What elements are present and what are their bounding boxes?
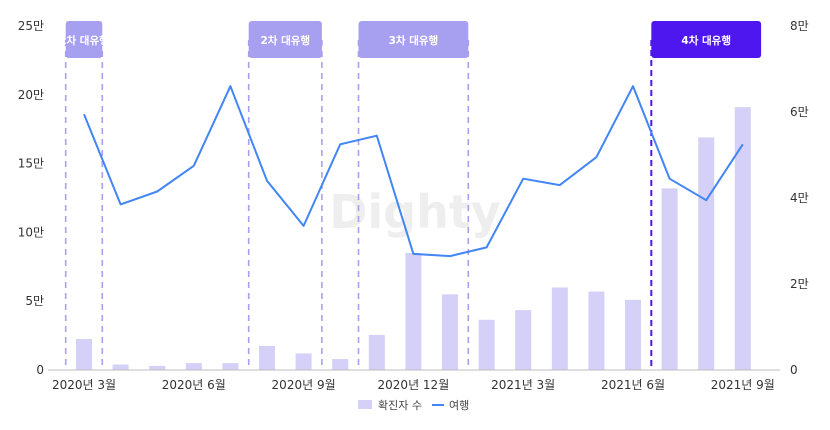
- bar-2020-11: [368, 334, 385, 370]
- y-right-tick-label: 6만: [790, 105, 809, 119]
- wave-label-box: [358, 21, 469, 58]
- bar-2020-04: [112, 364, 129, 370]
- y-right-tick-label: 2만: [790, 277, 809, 291]
- x-tick-label: 2020년 3월: [52, 378, 116, 392]
- bar-2021-04: [551, 287, 568, 370]
- wave-label-box: [65, 21, 103, 58]
- bar-2020-09: [295, 353, 312, 370]
- bar-2021-09: [734, 107, 751, 371]
- y-right-tick-label: 4만: [790, 191, 809, 205]
- bar-2021-03: [515, 310, 532, 370]
- y-left-tick-label: 15만: [18, 157, 44, 171]
- legend-label-bar: 확진자 수: [378, 399, 422, 412]
- y-right-tick-label: 0: [790, 363, 798, 377]
- y-left-tick-label: 25만: [18, 19, 44, 33]
- bar-2021-02: [478, 319, 495, 370]
- bar-2020-10: [332, 358, 349, 370]
- bar-2021-08: [698, 137, 715, 370]
- legend-swatch-bar: [358, 400, 372, 409]
- x-tick-label: 2021년 6월: [601, 378, 665, 392]
- wave-label-box: [248, 21, 322, 58]
- legend-label-line: 여행: [449, 399, 469, 412]
- y-left-tick-label: 20만: [18, 88, 44, 102]
- x-tick-label: 2021년 9월: [711, 378, 775, 392]
- wave-label: 1차 대유행: [59, 34, 109, 47]
- y-left-tick-label: 5만: [25, 294, 44, 308]
- x-tick-label: 2020년 12월: [378, 378, 450, 392]
- watermark-text: Dighty: [329, 185, 501, 239]
- bar-2020-03: [76, 339, 92, 370]
- x-tick-label: 2021년 3월: [491, 378, 555, 392]
- bar-2020-07: [222, 363, 239, 370]
- wave-label: 4차 대유행: [681, 34, 731, 47]
- wave-label: 3차 대유행: [389, 34, 439, 47]
- y-left-tick-label: 10만: [18, 225, 44, 239]
- wave-label: 2차 대유행: [260, 34, 310, 47]
- bar-2021-05: [588, 291, 605, 370]
- bar-2021-01: [442, 294, 458, 370]
- x-tick-label: 2020년 6월: [162, 378, 226, 392]
- bar-2020-05: [149, 365, 166, 370]
- bar-2020-12: [405, 253, 422, 370]
- bar-2020-06: [185, 363, 202, 370]
- bar-2020-08: [259, 345, 275, 370]
- bar-2021-06: [625, 299, 641, 370]
- y-left-tick-label: 0: [36, 363, 44, 377]
- bar-2021-07: [661, 188, 678, 370]
- wave-label-box: [651, 21, 762, 58]
- x-tick-label: 2020년 9월: [272, 378, 336, 392]
- y-right-tick-label: 8만: [790, 19, 809, 33]
